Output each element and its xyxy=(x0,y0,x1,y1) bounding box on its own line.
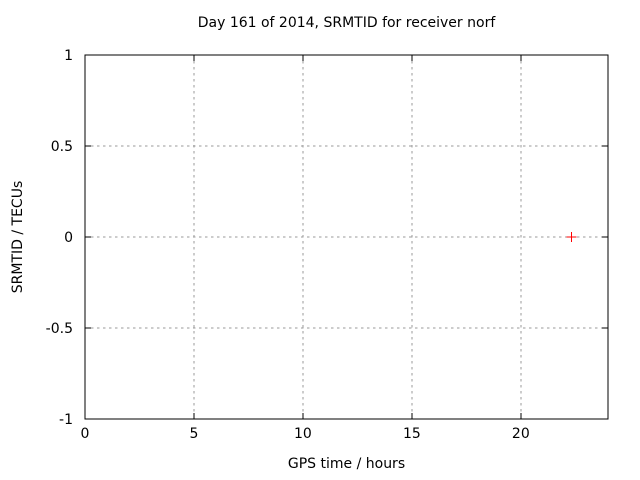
x-axis-label: GPS time / hours xyxy=(287,456,406,472)
x-tick-label: 15 xyxy=(403,426,421,442)
y-tick-label: -0.5 xyxy=(46,321,73,337)
chart-title: Day 161 of 2014, SRMTID for receiver nor… xyxy=(197,15,496,31)
y-tick-label: 0.5 xyxy=(51,139,73,155)
x-tick-label: 20 xyxy=(512,426,530,442)
y-tick-label: -1 xyxy=(59,412,73,428)
x-tick-label: 10 xyxy=(294,426,312,442)
x-tick-label: 0 xyxy=(81,426,90,442)
y-tick-label: 0 xyxy=(64,230,73,246)
plot-border xyxy=(84,54,609,420)
y-tick-label: 1 xyxy=(64,48,73,64)
x-tick-label: 5 xyxy=(189,426,198,442)
